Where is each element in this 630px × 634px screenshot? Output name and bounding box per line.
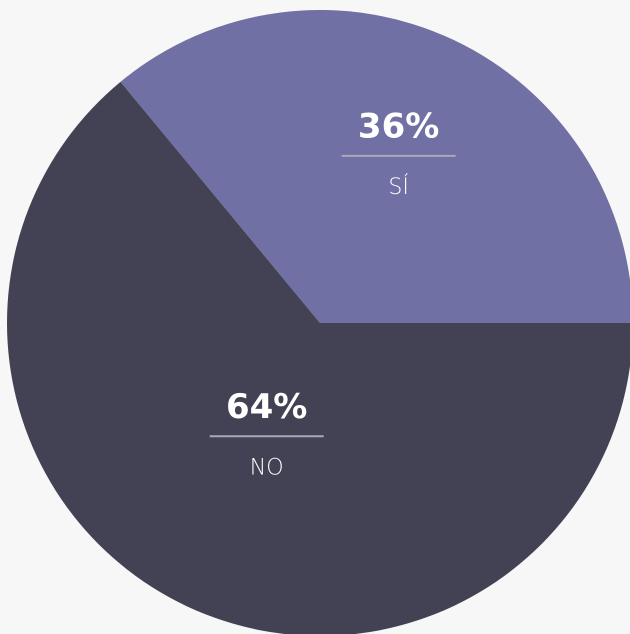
pie-slice: [7, 81, 630, 634]
category-label: NO: [250, 455, 284, 480]
category-label: SÍ: [388, 174, 408, 200]
value-label: 36%: [358, 106, 439, 146]
value-label: 64%: [226, 387, 307, 427]
pie-slice: [120, 10, 630, 323]
